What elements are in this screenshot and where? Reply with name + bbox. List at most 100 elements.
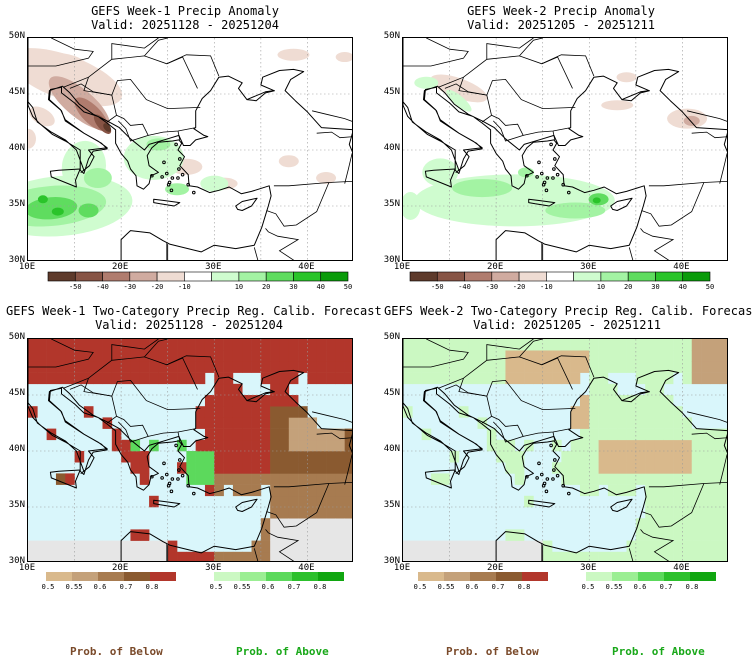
colorbar-tick-label: -40 — [96, 283, 109, 291]
panel3-map — [27, 338, 353, 562]
wet-anomaly-area — [78, 203, 99, 218]
panel1-lat-label: 35N — [8, 199, 25, 209]
coastline — [28, 339, 352, 561]
panel3-lon-label: 30E — [205, 563, 222, 573]
panel2-lon-label: 40E — [673, 262, 690, 272]
colorbar-tick-label: 0.55 — [233, 583, 251, 591]
panel4-prob-below-label: Prob. of Below — [446, 645, 539, 658]
panel1-title: GEFS Week-1 Precip Anomaly Valid: 202511… — [20, 4, 350, 32]
colorbar-tick-label: -10 — [178, 283, 191, 291]
colorbar-box — [418, 572, 444, 581]
colorbar-box — [546, 271, 574, 282]
probability-cells — [403, 339, 727, 561]
colorbar-box — [586, 572, 612, 581]
colorbar-box — [156, 271, 185, 282]
colorbar-box — [98, 572, 124, 581]
colorbar-box — [266, 572, 292, 581]
panel4-title-line2: Valid: 20251205 - 20251211 — [473, 318, 661, 332]
colorbar-tick-label: 0.5 — [581, 583, 595, 591]
panel1-lon-label: 30E — [205, 262, 222, 272]
wet-anomaly-area — [545, 202, 606, 219]
colorbar-box — [265, 271, 294, 282]
colorbar-tick-label: 40 — [316, 283, 325, 291]
colorbar-box — [72, 572, 98, 581]
panel4-svg — [403, 339, 727, 561]
panel1-lon-label: 20E — [112, 262, 129, 272]
panel4-title-line1: GEFS Week-2 Two-Category Precip Reg. Cal… — [384, 304, 752, 318]
panel4-above-colorbar: 0.5 0.55 0.6 0.7 0.8 — [580, 571, 730, 595]
panel3-prob-below-label: Prob. of Below — [70, 645, 163, 658]
panel1-anomaly-colorbar: -50 -40 -30 -20 -10 10 20 30 40 50 — [40, 271, 356, 295]
wet-anomaly-area — [592, 197, 601, 204]
colorbar-tick-label: -50 — [68, 283, 82, 291]
colorbar-tick-label: 0.7 — [491, 583, 505, 591]
country-borders — [28, 38, 352, 260]
dry-anomaly-area — [277, 48, 310, 61]
colorbar-tick-label: -40 — [458, 283, 471, 291]
colorbar-tick-label: 0.8 — [145, 583, 159, 591]
colorbar-tick-label: 10 — [234, 283, 244, 291]
wet-anomaly-area — [452, 179, 513, 198]
colorbar-tick-label: 0.6 — [633, 583, 647, 591]
colorbar-tick-label: 0.5 — [209, 583, 223, 591]
coastline — [403, 339, 727, 561]
panel1-lat-label: 45N — [8, 87, 25, 97]
panel2-lat-label: 35N — [383, 199, 400, 209]
panel3-prob-above-label: Prob. of Above — [236, 645, 329, 658]
colorbar-boxes — [586, 572, 716, 581]
country-borders — [403, 339, 727, 561]
panel1-svg — [28, 38, 352, 260]
dry-anomaly-area — [335, 52, 352, 63]
colorbar-box — [47, 271, 76, 282]
colorbar-tick-label: 0.55 — [437, 583, 455, 591]
colorbar-tick-label: 0.6 — [93, 583, 107, 591]
panel4-lon-label: 20E — [487, 563, 504, 573]
colorbar-box — [518, 271, 547, 282]
colorbar-tick-label: 0.6 — [261, 583, 275, 591]
colorbar-box — [211, 271, 240, 282]
colorbar-box — [74, 271, 103, 282]
dry-anomaly-area — [683, 115, 700, 126]
colorbar-box — [150, 572, 176, 581]
panel1-title-line1: GEFS Week-1 Precip Anomaly — [91, 4, 279, 18]
panel1-lat-label: 40N — [8, 143, 25, 153]
colorbar-tick-label: 0.6 — [465, 583, 479, 591]
colorbar-tick-label: 10 — [596, 283, 606, 291]
wet-anomaly-area — [200, 175, 229, 192]
colorbar-tick-label: 30 — [289, 283, 298, 291]
panel3-above-colorbar: 0.5 0.55 0.6 0.7 0.8 — [208, 571, 358, 595]
colorbar-tick-label: 0.5 — [413, 583, 427, 591]
colorbar-box — [638, 572, 664, 581]
wet-anomaly-area — [165, 183, 190, 196]
colorbar-box — [612, 572, 638, 581]
panel3-title-line2: Valid: 20251128 - 20251204 — [95, 318, 283, 332]
colorbar-box — [522, 572, 548, 581]
country-borders — [28, 339, 352, 561]
colorbar-tick-label: 20 — [623, 283, 633, 291]
panel4-lat-label: 30N — [383, 556, 400, 566]
colorbar-boxes — [418, 572, 548, 581]
panel2-lat-label: 30N — [383, 255, 400, 265]
panel3-title-line1: GEFS Week-1 Two-Category Precip Reg. Cal… — [6, 304, 382, 318]
colorbar-box — [214, 572, 240, 581]
colorbar-tick-label: 50 — [705, 283, 715, 291]
panel4-prob-above-label: Prob. of Above — [612, 645, 705, 658]
panel3-title: GEFS Week-1 Two-Category Precip Reg. Cal… — [6, 304, 382, 332]
panel3-lat-label: 50N — [8, 332, 25, 342]
colorbar-box — [320, 271, 349, 282]
colorbar-tick-label: 0.5 — [41, 583, 55, 591]
dry-anomaly-area — [430, 74, 488, 103]
dry-anomaly-area — [29, 106, 55, 127]
panel2-lat-label: 40N — [383, 143, 400, 153]
panel3-lon-label: 40E — [298, 563, 315, 573]
panel3-lat-label: 45N — [8, 388, 25, 398]
colorbar-tick-label: 0.7 — [119, 583, 133, 591]
colorbar-box — [318, 572, 344, 581]
dry-anomaly-area — [278, 155, 299, 168]
panel3-lat-label: 35N — [8, 500, 25, 510]
colorbar-tick-label: 0.8 — [517, 583, 531, 591]
colorbar-tick-label: -30 — [485, 283, 499, 291]
panel4-map — [402, 338, 728, 562]
panel1-lat-label: 30N — [8, 255, 25, 265]
panel4-below-colorbar: 0.5 0.55 0.6 0.7 0.8 — [412, 571, 562, 595]
